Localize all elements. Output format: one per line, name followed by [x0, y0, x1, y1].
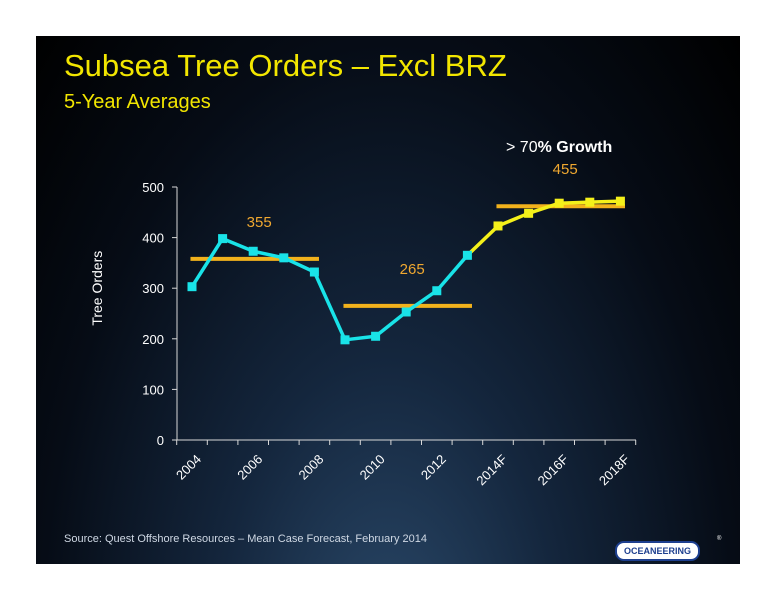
- historical-data-point: [432, 286, 442, 296]
- growth-bold-text: % Growth: [537, 139, 613, 156]
- oceaneering-logo: OCEANEERING: [615, 541, 701, 561]
- y-tick-label: 200: [142, 332, 164, 347]
- forecast-data-point: [493, 221, 503, 231]
- average-label: 455: [553, 161, 578, 178]
- x-tick-label: 2018F: [596, 451, 633, 488]
- y-tick-label: 400: [142, 231, 164, 246]
- slide: Subsea Tree Orders – Excl BRZ 5-Year Ave…: [36, 36, 740, 564]
- x-tick-label: 2016F: [535, 451, 572, 488]
- forecast-series-line: [466, 199, 621, 257]
- forecast-data-point: [585, 197, 595, 207]
- forecast-data-point: [524, 208, 534, 218]
- chart-subtitle: 5-Year Averages: [64, 91, 211, 113]
- chart-title: Subsea Tree Orders – Excl BRZ: [64, 48, 507, 83]
- y-axis-label: Tree Orders: [89, 251, 105, 326]
- forecast-data-point: [615, 196, 625, 206]
- historical-series-line: [190, 236, 469, 342]
- registered-mark: ®: [717, 536, 722, 542]
- forecast-data-point: [554, 198, 564, 208]
- historical-data-point: [462, 250, 472, 260]
- historical-data-point: [309, 267, 319, 277]
- series-markers: [187, 196, 625, 345]
- historical-data-point: [340, 335, 350, 345]
- y-tick-label: 500: [142, 180, 164, 195]
- average-label: 265: [400, 261, 425, 278]
- historical-data-point: [371, 331, 381, 341]
- chart-axes: 0 100 200 300 400 500 2004 2006 2008 2010 2012 2014…: [89, 180, 637, 488]
- growth-prefix: > 70: [506, 139, 538, 156]
- source-note: Source: Quest Offshore Resources – Mean …: [64, 533, 427, 545]
- x-tick-label: 2006: [234, 452, 265, 483]
- historical-data-point: [248, 246, 258, 256]
- x-tick-label: 2004: [173, 452, 204, 483]
- line-chart: 0 100 200 300 400 500 2004 2006 2008 2010 2012 2014…: [89, 161, 637, 488]
- historical-data-point: [218, 234, 228, 244]
- x-tick-label: 2014F: [473, 451, 510, 488]
- historical-data-point: [279, 253, 289, 263]
- x-tick-label: 2012: [418, 452, 449, 483]
- y-tick-label: 300: [142, 281, 164, 296]
- historical-data-point: [187, 282, 197, 292]
- growth-annotation: > 70% Growth: [506, 139, 612, 157]
- historical-data-point: [401, 307, 411, 317]
- y-tick-label: 0: [157, 433, 164, 448]
- average-label: 355: [247, 214, 272, 231]
- y-tick-label: 100: [142, 382, 164, 397]
- x-tick-label: 2010: [357, 452, 388, 483]
- chart-labels: 355 265 455: [247, 161, 578, 278]
- series-lines: [190, 199, 621, 342]
- x-tick-label: 2008: [295, 452, 326, 483]
